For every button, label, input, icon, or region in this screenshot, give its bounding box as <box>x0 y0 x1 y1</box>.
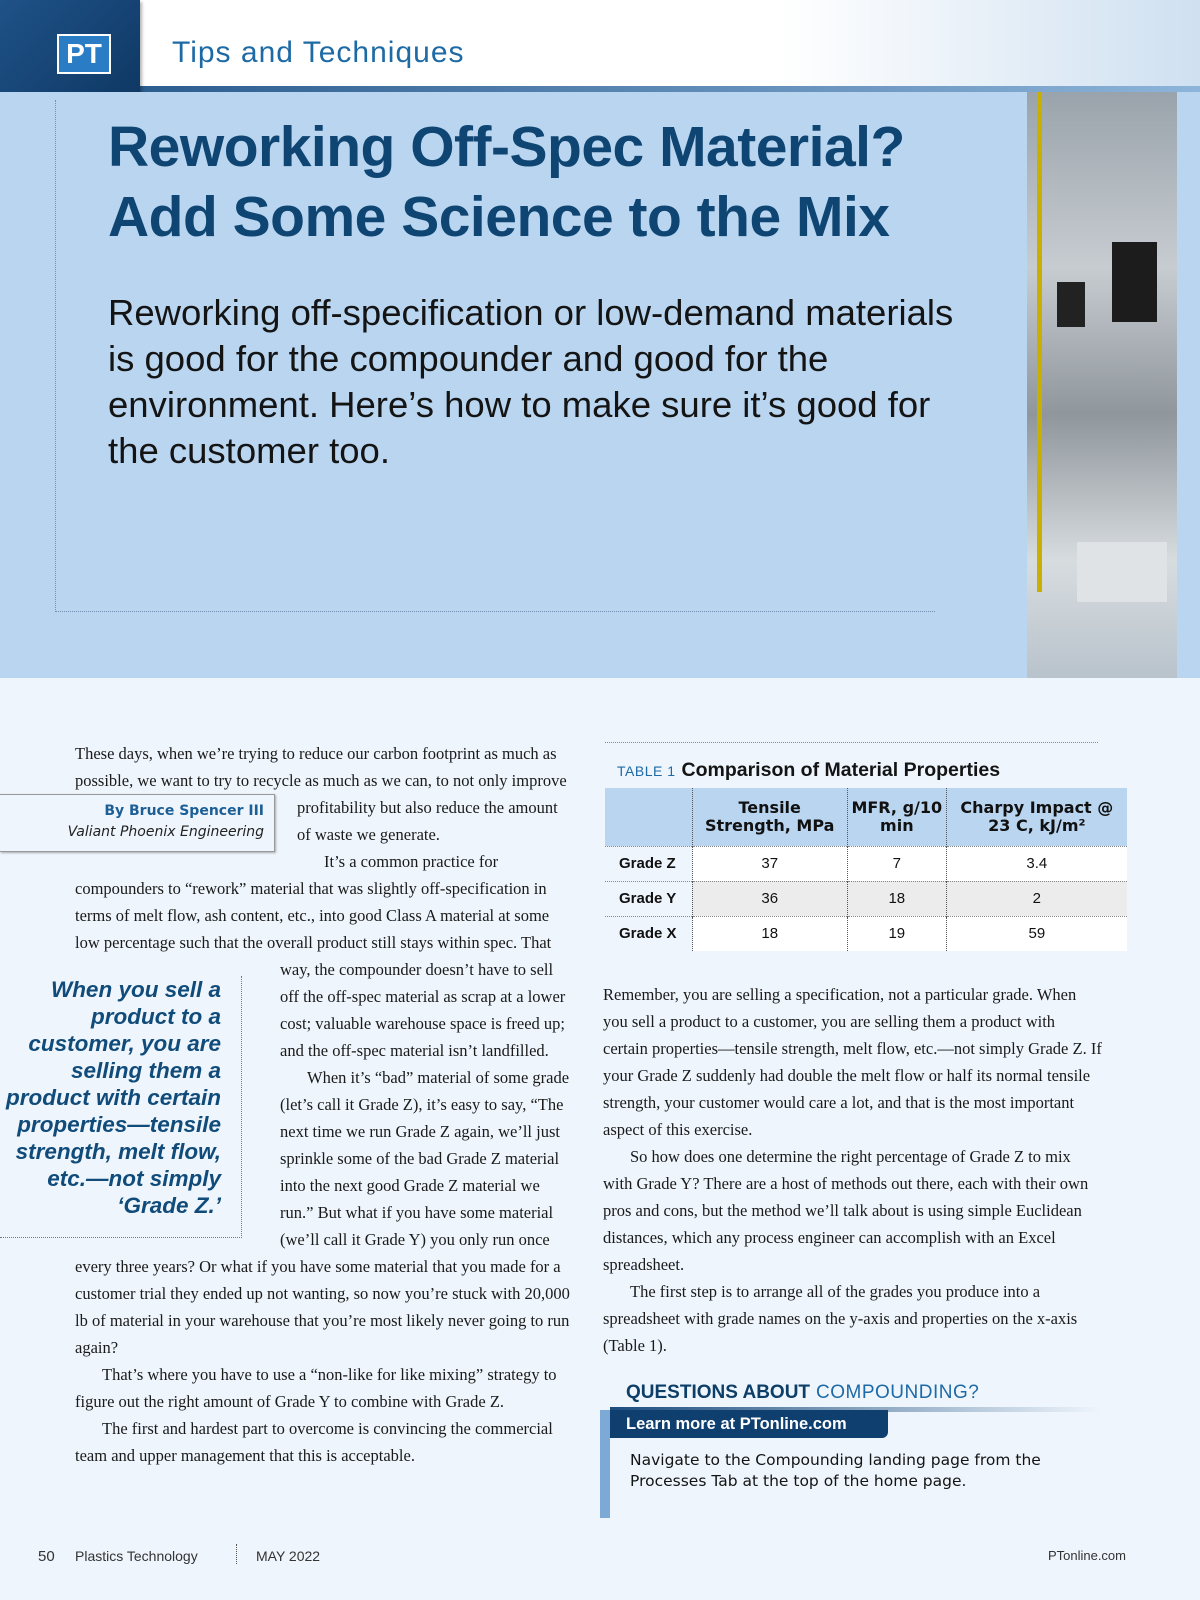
callout-rule <box>610 1407 1100 1412</box>
table-cell: 37 <box>691 845 848 881</box>
photo-detail <box>1077 542 1167 602</box>
footer-divider <box>236 1544 237 1564</box>
headline-line: Reworking Off-Spec Material? <box>108 115 905 179</box>
table-title: Comparison of Material Properties <box>681 759 1001 781</box>
photo <box>1027 92 1177 678</box>
hero <box>0 92 1200 678</box>
site-url: PTonline.com <box>1047 1548 1126 1563</box>
callout-heading: QUESTIONS ABOUT COMPOUNDING? <box>626 1382 979 1404</box>
paragraph: When it’s “bad” material of some grade (… <box>75 1068 570 1357</box>
issue-date: MAY 2022 <box>256 1548 321 1564</box>
callout-heading-bold: QUESTIONS ABOUT <box>626 1382 811 1403</box>
table-cell: 59 <box>945 915 1127 951</box>
row-header: Grade X <box>605 915 692 951</box>
table-cell: 7 <box>846 845 947 881</box>
dek: Reworking off-specification or low-deman… <box>108 292 954 471</box>
table-cell: 19 <box>846 915 947 951</box>
table-label: TABLE 1 <box>617 763 676 779</box>
table-cell: 3.4 <box>945 845 1127 881</box>
left-column: By Bruce Spencer III Valiant Phoenix Eng… <box>0 740 575 1469</box>
row-header: Grade Y <box>605 880 692 916</box>
table-row: Grade Z 37 7 3.4 <box>605 845 1127 881</box>
table-cell: 2 <box>945 880 1127 916</box>
right-column: Remember, you are selling a specificatio… <box>603 981 1103 1359</box>
paragraph: The first and hardest part to overcome i… <box>75 1419 553 1465</box>
table-cell: 36 <box>691 880 848 916</box>
paragraph: So how does one determine the right perc… <box>603 1147 1089 1274</box>
table-cell: 18 <box>691 915 848 951</box>
corner-cell <box>605 788 692 846</box>
author: By Bruce Spencer III <box>104 803 264 819</box>
magazine: Plastics Technology <box>75 1548 198 1564</box>
page-number: 50 <box>38 1548 55 1565</box>
row-header: Grade Z <box>605 845 692 881</box>
paragraph: It’s a common practice for compounders t… <box>75 852 566 1060</box>
badge-text: PT <box>57 34 111 74</box>
table-cell: 18 <box>846 880 947 916</box>
paragraph: The first step is to arrange all of the … <box>603 1282 1078 1355</box>
table-rule <box>605 742 1098 743</box>
table: Tensile Strength, MPa MFR, g/10 min Char… <box>605 788 1127 951</box>
badge: PT <box>0 0 140 104</box>
header-bar <box>0 0 1200 92</box>
photo-detail <box>1057 282 1085 327</box>
paragraph: That’s where you have to use a “non-like… <box>75 1365 557 1411</box>
paragraph: These days, when we’re trying to reduce … <box>75 744 567 844</box>
byline: By Bruce Spencer III Valiant Phoenix Eng… <box>0 794 275 852</box>
callout-link[interactable]: Learn more at PTonline.com <box>610 1410 888 1438</box>
callout-text: Navigate to the Compounding landing page… <box>630 1451 1041 1490</box>
headline: Reworking Off-Spec Material? Add Some Sc… <box>108 112 905 252</box>
hero-frame <box>55 100 935 612</box>
callout: QUESTIONS ABOUT COMPOUNDING? Learn more a… <box>600 1382 1100 1518</box>
photo-detail <box>1112 242 1157 322</box>
section-title: Tips and Techniques <box>172 36 465 69</box>
headline-line: Add Some Science to the Mix <box>108 185 890 249</box>
table-row: Grade Y 36 18 2 <box>605 880 1127 916</box>
column-header: MFR, g/10 min <box>846 788 947 846</box>
callout-bar <box>600 1410 610 1518</box>
table-body: Grade Z 37 7 3.4 Grade Y 36 18 2 Grade X 18 19 59 <box>605 845 1127 951</box>
pullquote: When you sell a product to a customer, y… <box>0 976 242 1238</box>
column-header: Tensile Strength, MPa <box>691 788 848 846</box>
table-row: Grade X 18 19 59 <box>605 915 1127 951</box>
table-block: TABLE 1 Comparison of Material Properties… <box>605 757 1127 951</box>
affiliation: Valiant Phoenix Engineering <box>67 824 264 840</box>
callout-topic: COMPOUNDING? <box>816 1382 980 1403</box>
photo-detail <box>1037 92 1042 592</box>
header-row: Tensile Strength, MPa MFR, g/10 min Char… <box>605 788 1127 846</box>
table-caption: TABLE 1 Comparison of Material Properties <box>617 759 1127 782</box>
paragraph: Remember, you are selling a specificatio… <box>603 985 1102 1139</box>
column-header: Charpy Impact @ 23 C, kJ/m² <box>945 788 1127 846</box>
header-rule <box>138 86 1200 92</box>
